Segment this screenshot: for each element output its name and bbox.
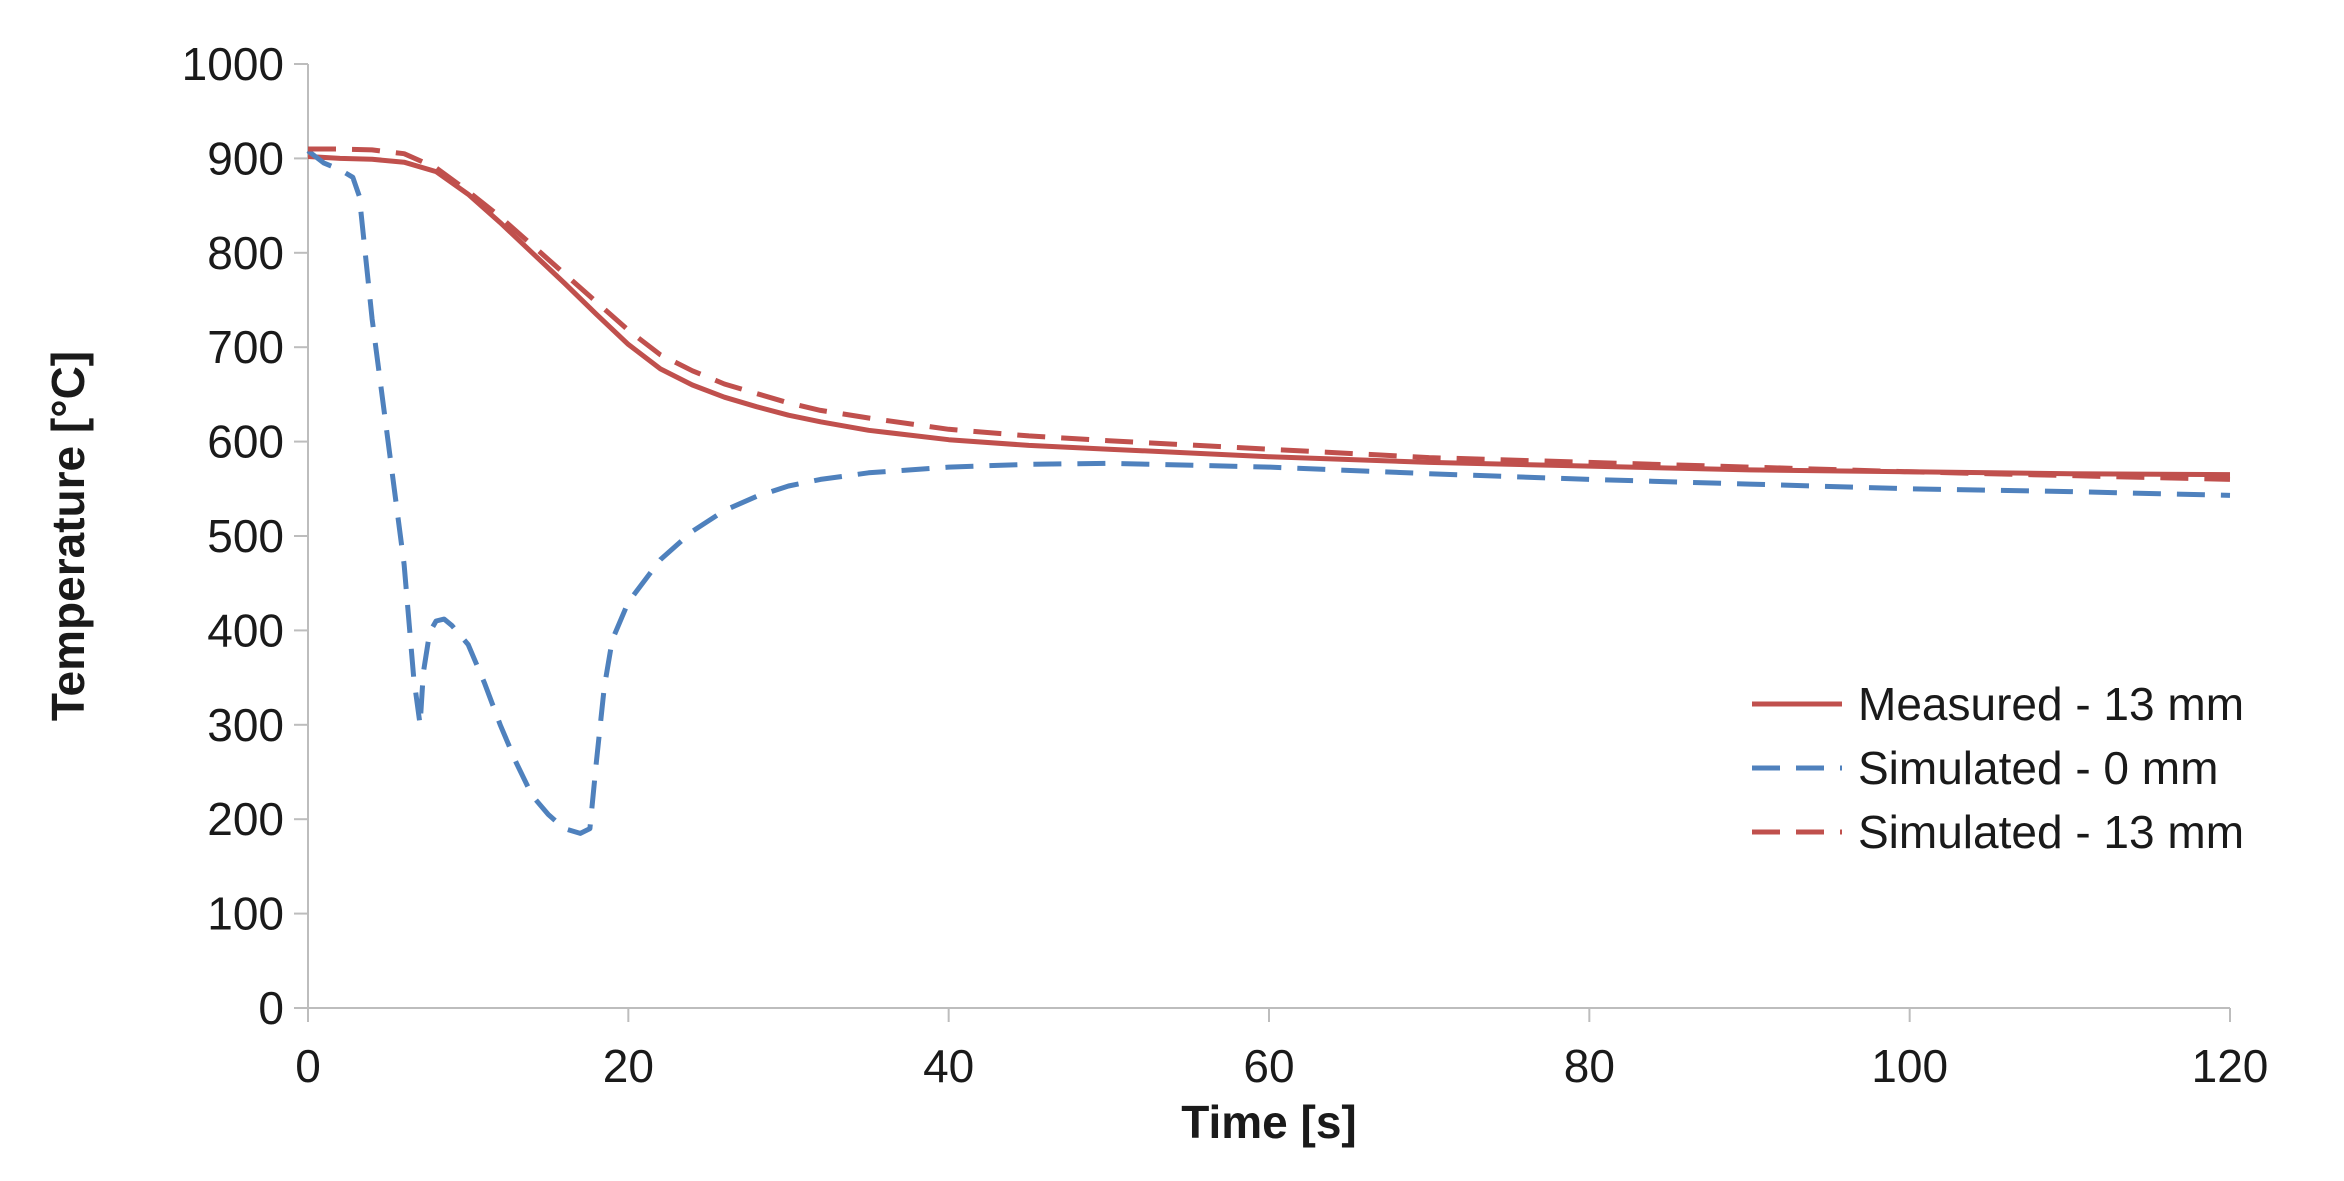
x-tick-label: 40 — [923, 1040, 974, 1092]
y-tick-label: 900 — [207, 132, 284, 184]
legend-label-1: Measured - 13 mm — [1858, 678, 2244, 730]
tick-labels: 0 100 200 300 400 500 600 700 800 900 1000 0 20 40 60 8… — [182, 38, 2269, 1092]
x-tick-label: 100 — [1871, 1040, 1948, 1092]
x-tick-label: 80 — [1564, 1040, 1615, 1092]
series-lines — [306, 146, 2231, 836]
y-tick-label: 100 — [207, 888, 284, 940]
legend-label-2: Simulated - 0 mm — [1858, 742, 2218, 794]
x-axis-title: Time [s] — [1181, 1096, 1357, 1148]
y-tick-label: 400 — [207, 604, 284, 656]
y-tick-label: 600 — [207, 416, 284, 468]
axes — [294, 63, 2231, 1022]
legend-label-3: Simulated - 13 mm — [1858, 806, 2244, 858]
y-tick-label: 500 — [207, 510, 284, 562]
series-line-2 — [306, 148, 2231, 836]
y-axis-title: Temperature [°C] — [42, 351, 94, 721]
x-tick-label: 20 — [603, 1040, 654, 1092]
y-tick-label: 700 — [207, 321, 284, 373]
y-tick-label: 0 — [258, 982, 284, 1034]
x-tick-label: 60 — [1243, 1040, 1294, 1092]
y-tick-label: 800 — [207, 227, 284, 279]
x-tick-label: 120 — [2192, 1040, 2269, 1092]
y-tick-label: 200 — [207, 793, 284, 845]
x-tick-label: 0 — [295, 1040, 321, 1092]
legend: Measured - 13 mm Simulated - 0 mm Simulate… — [1752, 678, 2244, 858]
y-tick-label: 300 — [207, 699, 284, 751]
y-tick-label: 1000 — [182, 38, 284, 90]
series-line-3 — [308, 146, 2231, 482]
series-line-1 — [307, 154, 2231, 478]
